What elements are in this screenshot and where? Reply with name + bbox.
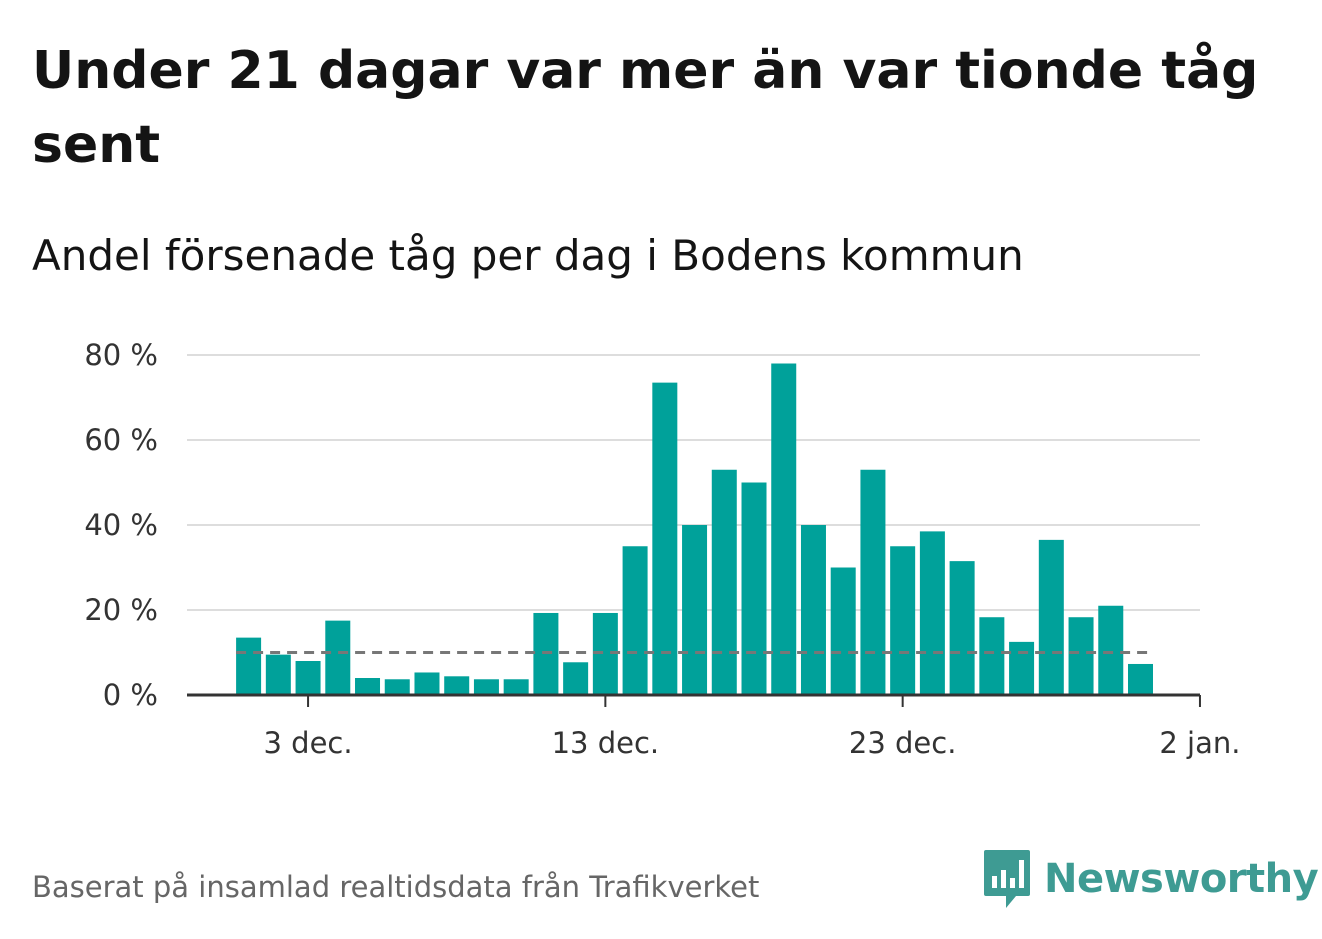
bar — [919, 531, 945, 695]
chart-subtitle: Andel försenade tåg per dag i Bodens kom… — [32, 231, 1024, 280]
x-tick-label: 2 jan. — [1159, 726, 1240, 760]
bar — [384, 679, 410, 695]
bar — [265, 654, 291, 695]
bar — [1098, 605, 1124, 695]
bar — [1068, 617, 1094, 695]
bar — [1038, 539, 1064, 695]
bar — [355, 678, 381, 695]
bar-chart: 0 % 20 % 40 % 60 % 80 % 3 dec. 13 dec. 23 dec. 2… — [84, 338, 1240, 760]
bar — [236, 637, 262, 695]
bar — [890, 546, 916, 695]
newsworthy-logo: Newsworthy — [982, 848, 1319, 910]
bar — [414, 672, 440, 695]
y-tick-label: 0 % — [103, 678, 158, 712]
x-tick-label: 13 dec. — [552, 726, 660, 760]
bar — [800, 525, 826, 695]
bar — [503, 679, 529, 695]
bar — [1009, 641, 1035, 695]
bar — [711, 469, 737, 695]
bar — [949, 561, 975, 695]
bar — [295, 661, 321, 695]
bar — [563, 662, 589, 695]
bar — [325, 620, 351, 695]
newsworthy-chart-icon — [984, 850, 1030, 908]
x-tick-label: 3 dec. — [264, 726, 353, 760]
bar — [473, 679, 499, 695]
chart-title: Under 21 dagar var mer än var tionde tåg… — [32, 41, 1259, 175]
bar — [860, 469, 886, 695]
bar — [444, 676, 470, 695]
logo-text: Newsworthy — [1044, 856, 1319, 902]
bar — [682, 525, 708, 695]
bar — [652, 382, 678, 695]
bar — [741, 482, 767, 695]
y-tick-label: 40 % — [84, 508, 158, 542]
bar — [1128, 663, 1153, 695]
y-tick-label: 20 % — [84, 593, 158, 627]
bar — [979, 617, 1005, 695]
bar — [771, 363, 797, 695]
source-note: Baserat på insamlad realtidsdata från Tr… — [32, 870, 760, 904]
bar — [830, 567, 856, 695]
x-tick-label: 23 dec. — [849, 726, 957, 760]
y-tick-label: 60 % — [84, 423, 158, 457]
bar — [622, 546, 648, 695]
y-tick-label: 80 % — [84, 338, 158, 372]
